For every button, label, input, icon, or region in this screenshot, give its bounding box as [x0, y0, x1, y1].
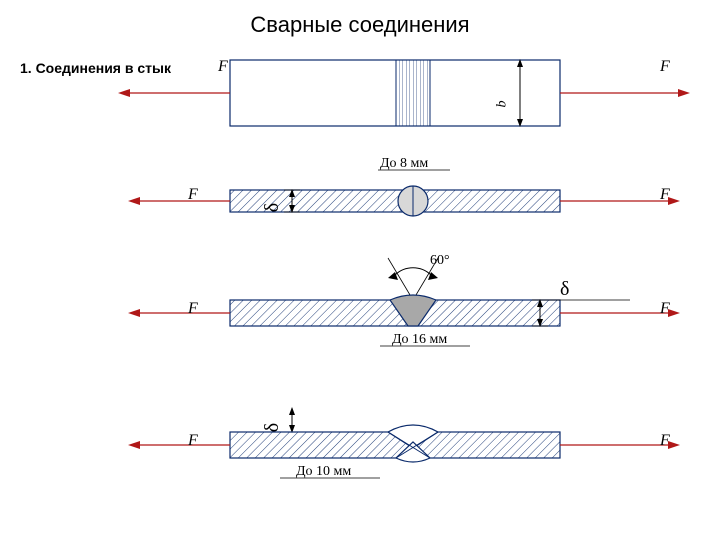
diagram-2-section-8mm [128, 170, 680, 216]
delta-label-2: δ [261, 203, 284, 212]
force-label-2r: F [660, 186, 670, 204]
force-label-1l: F [218, 58, 228, 76]
angle-label: 60° [430, 253, 450, 269]
force-label-3l: F [188, 300, 198, 318]
delta-label-4: δ [261, 423, 284, 432]
caption-10mm: До 10 мм [296, 464, 351, 480]
force-label-3r: F [660, 300, 670, 318]
diagram-1-plan-view [118, 60, 690, 126]
b-dim-label: b [495, 101, 511, 108]
caption-8mm: До 8 мм [380, 156, 428, 172]
delta-label-3: δ [560, 278, 569, 301]
force-label-2l: F [188, 186, 198, 204]
force-label-4r: F [660, 432, 670, 450]
caption-16mm: До 16 мм [392, 332, 447, 348]
diagram-4-section-10mm [128, 408, 680, 478]
force-label-1r: F [660, 58, 670, 76]
force-label-4l: F [188, 432, 198, 450]
diagram-svg [0, 0, 720, 540]
